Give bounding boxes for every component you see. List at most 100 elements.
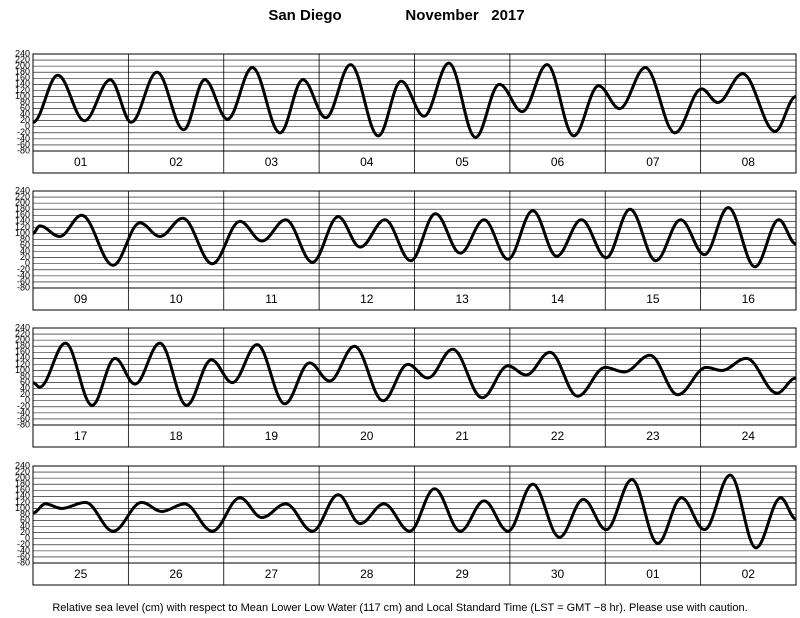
y-tick-label: 60	[20, 515, 30, 525]
x-tick-label: 09	[74, 292, 88, 306]
y-tick-label: 240	[15, 48, 30, 58]
y-tick-label: 220	[15, 54, 30, 64]
x-tick-label: 01	[74, 155, 88, 169]
y-tick-label: 80	[20, 509, 30, 519]
y-tick-label: 220	[15, 466, 30, 476]
y-tick-label: 120	[15, 359, 30, 369]
x-tick-label: 28	[360, 567, 374, 581]
y-tick-label: 240	[15, 185, 30, 195]
x-tick-label: 02	[742, 567, 756, 581]
x-tick-label: 01	[646, 567, 660, 581]
y-tick-label: 220	[15, 328, 30, 338]
y-tick-label: -20	[17, 264, 30, 274]
y-tick-label: 20	[20, 252, 30, 262]
y-tick-label: -60	[17, 551, 30, 561]
x-tick-label: 13	[456, 292, 470, 306]
y-tick-label: 140	[15, 491, 30, 501]
y-tick-label: 120	[15, 497, 30, 507]
y-tick-label: 200	[15, 473, 30, 483]
y-tick-label: 200	[15, 335, 30, 345]
y-tick-label: 140	[15, 79, 30, 89]
x-tick-label: 17	[74, 429, 88, 443]
x-tick-label: 27	[265, 567, 279, 581]
y-tick-label: 20	[20, 115, 30, 125]
x-tick-label: 29	[456, 567, 470, 581]
y-tick-label: 120	[15, 222, 30, 232]
tide-curve	[33, 61, 796, 139]
y-tick-label: -60	[17, 139, 30, 149]
location-title: San Diego	[268, 7, 341, 24]
y-tick-label: 40	[20, 521, 30, 531]
y-tick-label: 140	[15, 353, 30, 363]
x-tick-label: 07	[646, 155, 660, 169]
y-tick-label: -80	[17, 557, 30, 567]
period-title: November 2017	[405, 7, 524, 24]
y-tick-label: 240	[15, 460, 30, 470]
y-tick-label: 0	[25, 121, 30, 131]
y-tick-label: 20	[20, 389, 30, 399]
y-tick-label: 160	[15, 347, 30, 357]
footnote: Relative sea level (cm) with respect to …	[52, 602, 747, 614]
y-tick-label: 200	[15, 61, 30, 71]
tide-curve	[33, 341, 796, 407]
x-tick-label: 12	[360, 292, 374, 306]
y-tick-label: 120	[15, 85, 30, 95]
y-tick-label: 80	[20, 371, 30, 381]
y-tick-label: 80	[20, 234, 30, 244]
y-tick-label: 160	[15, 210, 30, 220]
y-tick-label: -20	[17, 401, 30, 411]
y-tick-label: -40	[17, 545, 30, 555]
y-tick-label: 0	[25, 533, 30, 543]
x-tick-label: 16	[742, 292, 756, 306]
tide-curve	[33, 473, 796, 550]
y-tick-label: 180	[15, 67, 30, 77]
x-tick-label: 06	[551, 155, 565, 169]
y-tick-label: 180	[15, 479, 30, 489]
x-tick-label: 14	[551, 292, 565, 306]
x-tick-label: 20	[360, 429, 374, 443]
y-tick-label: -20	[17, 127, 30, 137]
y-tick-label: -40	[17, 270, 30, 280]
y-tick-label: 160	[15, 485, 30, 495]
y-tick-label: -40	[17, 133, 30, 143]
x-tick-label: 03	[265, 155, 279, 169]
y-tick-label: 100	[15, 365, 30, 375]
y-tick-label: 40	[20, 383, 30, 393]
y-tick-label: 60	[20, 377, 30, 387]
y-tick-label: 20	[20, 527, 30, 537]
x-tick-label: 24	[742, 429, 756, 443]
x-tick-label: 05	[456, 155, 470, 169]
y-tick-label: -40	[17, 407, 30, 417]
x-tick-label: 21	[456, 429, 470, 443]
x-tick-label: 25	[74, 567, 88, 581]
y-tick-label: -80	[17, 145, 30, 155]
x-tick-label: 18	[169, 429, 183, 443]
y-tick-label: 40	[20, 246, 30, 256]
y-tick-label: 40	[20, 109, 30, 119]
x-tick-label: 08	[742, 155, 756, 169]
y-tick-label: 0	[25, 395, 30, 405]
y-tick-label: 200	[15, 198, 30, 208]
x-tick-label: 22	[551, 429, 565, 443]
x-tick-label: 04	[360, 155, 374, 169]
y-tick-label: 240	[15, 322, 30, 332]
tide-curve	[33, 206, 796, 269]
y-tick-label: 100	[15, 228, 30, 238]
x-tick-label: 02	[169, 155, 183, 169]
y-tick-label: 140	[15, 216, 30, 226]
y-tick-label: 100	[15, 503, 30, 513]
x-tick-label: 30	[551, 567, 565, 581]
y-tick-label: 80	[20, 97, 30, 107]
y-tick-label: 180	[15, 204, 30, 214]
y-tick-label: 60	[20, 103, 30, 113]
y-tick-label: -20	[17, 539, 30, 549]
y-tick-label: 60	[20, 240, 30, 250]
x-tick-label: 26	[169, 567, 183, 581]
y-tick-label: -80	[17, 282, 30, 292]
y-tick-label: 220	[15, 191, 30, 201]
x-tick-label: 19	[265, 429, 279, 443]
x-tick-label: 23	[646, 429, 660, 443]
x-tick-label: 15	[646, 292, 660, 306]
x-tick-label: 10	[169, 292, 183, 306]
